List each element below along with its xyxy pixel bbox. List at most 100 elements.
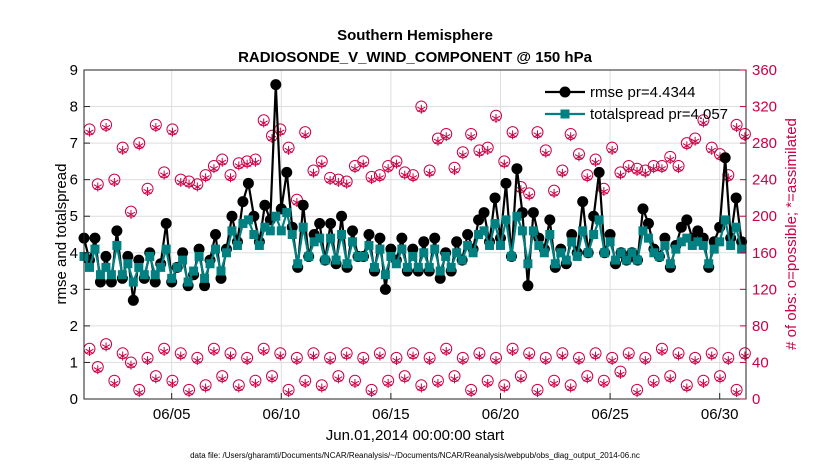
totalspread-point [221, 248, 231, 258]
totalspread-point [512, 211, 522, 221]
obs-assimilated-point [541, 356, 550, 366]
obs-assimilated-point [707, 145, 716, 155]
obs-assimilated-point [392, 356, 401, 366]
obs-assimilated-point [118, 351, 127, 361]
totalspread-point [402, 262, 412, 272]
obs-assimilated-point [740, 351, 750, 361]
rmse-point [160, 218, 172, 230]
obs-assimilated-point [641, 356, 650, 366]
rmse-point [314, 218, 326, 230]
rmse-point [478, 207, 490, 219]
obs-assimilated-point [176, 351, 185, 361]
totalspread-point [698, 240, 708, 250]
totalspread-point [611, 255, 621, 265]
rmse-point [122, 250, 134, 262]
totalspread-point [556, 248, 566, 258]
rmse-point [385, 243, 397, 255]
obs-assimilated-point [707, 351, 716, 361]
rmse-point [522, 280, 534, 292]
rmse-point [577, 196, 589, 208]
obs-assimilated-point [616, 369, 625, 379]
obs-assimilated-point [666, 374, 675, 384]
y-tick-label: 5 [70, 208, 78, 225]
totalspread-point [474, 230, 484, 239]
obs-assimilated-point [159, 346, 169, 356]
totalspread-point [211, 244, 221, 254]
rmse-point [451, 236, 463, 248]
obs-assimilated-point [218, 157, 227, 167]
obs-assimilated-point [151, 374, 161, 384]
obs-assimilated-point [682, 383, 691, 393]
obs-assimilated-point [541, 148, 550, 158]
obs-assimilated-point [284, 145, 293, 155]
obs-assimilated-point [674, 164, 683, 174]
obs-assimilated-point [566, 132, 575, 142]
plot-frame [83, 69, 747, 400]
rmse-point [94, 276, 106, 288]
rmse-point [527, 207, 539, 219]
totalspread-point [572, 251, 582, 261]
obs-assimilated-point [234, 161, 243, 171]
totalspread-point [369, 262, 379, 272]
obs-assimilated-point [159, 170, 169, 180]
totalspread-point [156, 262, 166, 272]
totalspread-point [567, 237, 577, 247]
totalspread-point [331, 255, 341, 265]
totalspread-point [616, 248, 626, 258]
totalspread-point [106, 270, 116, 280]
rmse-point [215, 272, 227, 284]
rmse-point [462, 229, 474, 240]
rmse-point [434, 272, 446, 284]
totalspread-point [254, 240, 264, 250]
totalspread-point [419, 248, 429, 258]
totalspread-point [243, 215, 253, 225]
totalspread-point [183, 277, 193, 287]
obs-assimilated-point [400, 374, 409, 384]
totalspread-point [545, 230, 555, 239]
obs-assimilated-point [433, 378, 443, 388]
obs-assimilated-point [533, 388, 542, 398]
rmse-point [593, 166, 605, 178]
totalspread-point [167, 273, 177, 283]
plot-area [78, 69, 751, 400]
obs-assimilated-point [251, 157, 260, 167]
obs-assimilated-point [151, 123, 161, 133]
obs-assimilated-point [649, 378, 658, 388]
totalspread-point [534, 240, 544, 250]
obs-assimilated-point [475, 148, 484, 158]
obs-assimilated-point [193, 356, 202, 366]
obs-assimilated-point [574, 356, 584, 366]
totalspread-point [435, 266, 445, 276]
legend: rmse pr=4.4344 totalspread pr=4.057 [545, 84, 728, 123]
y-tick-label: 4 [70, 245, 78, 262]
totalspread-point [353, 251, 363, 261]
totalspread-point [485, 240, 495, 250]
obs-assimilated-point [301, 130, 310, 140]
obs-assimilated-point [525, 191, 534, 201]
obs-assimilated-point [143, 356, 152, 366]
obs-assimilated-point [724, 356, 733, 366]
rmse-point [100, 250, 112, 262]
totalspread-point [178, 255, 188, 265]
rmse-point [199, 280, 211, 292]
obs-assimilated-point [126, 360, 136, 370]
rmse-point [259, 199, 271, 211]
totalspread-point [660, 240, 670, 250]
obs-assimilated-point [583, 173, 592, 183]
totalspread-point [189, 266, 199, 276]
obs-assimilated-point [201, 383, 210, 393]
obs-assimilated-point [690, 136, 700, 146]
obs-assimilated-point [657, 164, 667, 174]
rmse-point [681, 214, 693, 226]
legend-totalspread-label: totalspread pr=4.057 [590, 106, 728, 123]
rmse-point [325, 218, 337, 230]
totalspread-point [638, 226, 648, 236]
rmse-point [336, 210, 348, 222]
y-tick-label: 1 [70, 354, 78, 371]
legend-rmse-marker [559, 86, 571, 98]
obs-assimilated-point [632, 388, 642, 398]
y2-tick-label: 360 [752, 62, 777, 79]
totalspread-point [528, 226, 538, 236]
obs-assimilated-point [101, 342, 111, 352]
y-tick-label: 9 [70, 62, 78, 79]
